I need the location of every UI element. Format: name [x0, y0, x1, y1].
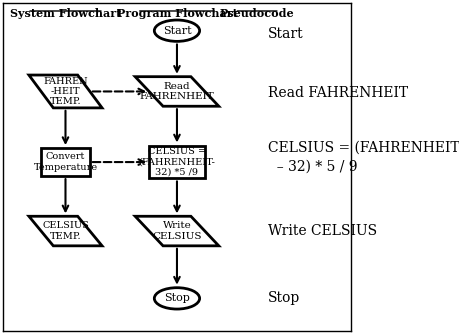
- Text: CELSIUS
TEMP.: CELSIUS TEMP.: [42, 221, 89, 241]
- Text: Start: Start: [162, 26, 191, 36]
- Text: CELSIUS =
(FAHRENHEIT-
32) *5 /9: CELSIUS = (FAHRENHEIT- 32) *5 /9: [138, 147, 215, 177]
- Text: System Flowchart: System Flowchart: [10, 8, 121, 19]
- Text: Write
CELSIUS: Write CELSIUS: [152, 221, 202, 241]
- Text: Read
FAHRENHEIT: Read FAHRENHEIT: [139, 82, 214, 101]
- FancyBboxPatch shape: [149, 146, 204, 178]
- Text: FAHREN
-HEIT
TEMP.: FAHREN -HEIT TEMP.: [43, 76, 88, 106]
- Text: Convert
Temperature: Convert Temperature: [34, 152, 97, 172]
- Text: Write CELSIUS: Write CELSIUS: [267, 224, 376, 238]
- Text: Stop: Stop: [164, 293, 190, 303]
- Text: Stop: Stop: [267, 291, 299, 305]
- Text: Pseudocode: Pseudocode: [219, 8, 294, 19]
- Text: Start: Start: [267, 27, 302, 41]
- Polygon shape: [29, 216, 102, 246]
- Polygon shape: [135, 216, 218, 246]
- Ellipse shape: [154, 20, 199, 41]
- Ellipse shape: [154, 288, 199, 309]
- Polygon shape: [29, 75, 102, 108]
- FancyBboxPatch shape: [41, 148, 90, 176]
- Text: CELSIUS = (FAHRENHEIT
  – 32) * 5 / 9: CELSIUS = (FAHRENHEIT – 32) * 5 / 9: [267, 141, 458, 173]
- Text: Read FAHRENHEIT: Read FAHRENHEIT: [267, 86, 407, 100]
- Text: Program Flowchart: Program Flowchart: [116, 8, 237, 19]
- Polygon shape: [135, 77, 218, 106]
